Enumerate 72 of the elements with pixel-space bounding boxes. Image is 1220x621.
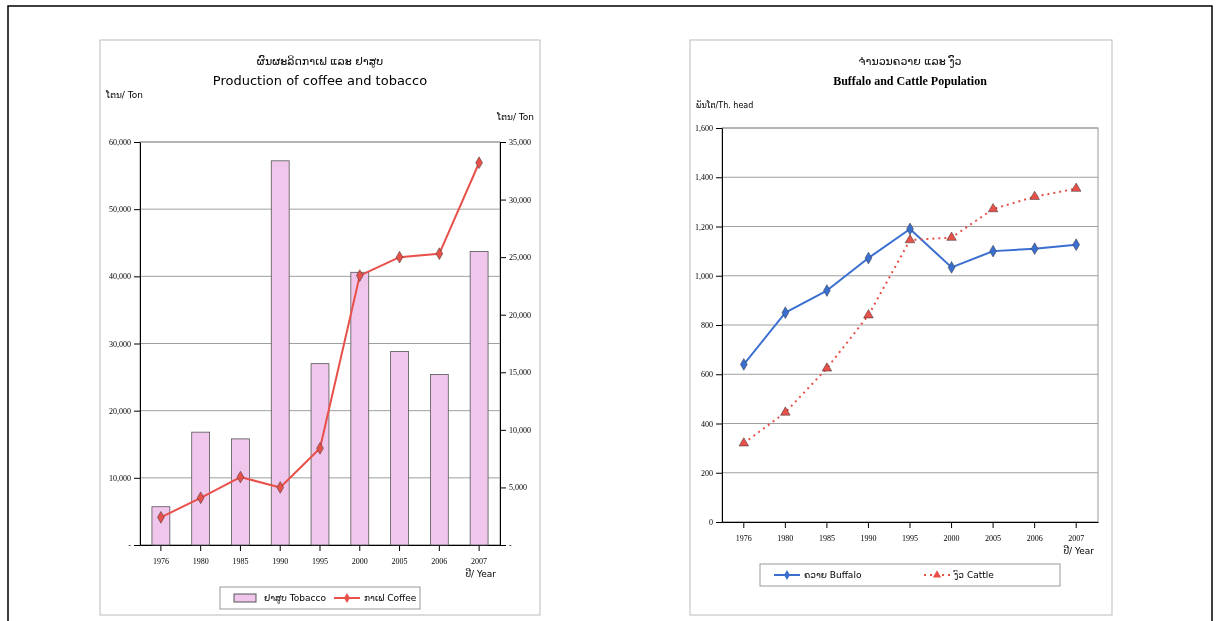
- chart-subtitle: Buffalo and Cattle Population: [833, 74, 988, 88]
- legend-label: ງົວ Cattle: [952, 569, 995, 580]
- y2-tick-label: 5,000: [509, 483, 527, 493]
- x-tick-label: 2005: [985, 533, 1002, 543]
- x-tick-label: 1990: [272, 556, 289, 566]
- bar: [469, 251, 489, 546]
- x-tick-label: 1976: [735, 533, 752, 543]
- x-tick-label: 1980: [777, 533, 794, 543]
- point: [821, 362, 832, 372]
- x-axis-title: ປີ/ Year: [1063, 544, 1095, 556]
- chart-subtitle: Production of coffee and tobacco: [212, 73, 428, 88]
- y2-tick-label: 25,000: [509, 253, 531, 263]
- y2-tick-label: 20,000: [509, 310, 531, 320]
- x-axis-title: ປີ/ Year: [465, 567, 497, 579]
- y-tick-label: 1,000: [695, 271, 713, 281]
- x-tick-label: 2006: [431, 556, 448, 566]
- point: [1071, 182, 1082, 192]
- chart-title: ຈຳນວນຄວາຍ ແລະ ງົວ: [858, 54, 962, 68]
- bar: [429, 374, 449, 546]
- point: [780, 406, 791, 416]
- legend-label: ຢາສູບ Tobacco: [264, 593, 327, 604]
- x-tick-label: 1990: [860, 533, 877, 543]
- y-tick-label: 40,000: [109, 272, 131, 282]
- y-tick-label: 400: [701, 419, 713, 429]
- point: [904, 234, 916, 244]
- point: [946, 231, 957, 241]
- bar: [350, 271, 370, 546]
- x-tick-label: 1995: [312, 556, 328, 566]
- x-tick-label: 2006: [1026, 533, 1043, 543]
- y2-tick-label: 10,000: [509, 425, 531, 435]
- x-tick-label: 1985: [818, 533, 835, 543]
- y2-tick-label: 15,000: [509, 368, 531, 378]
- y-tick-label: 30,000: [109, 339, 131, 349]
- y-tick-label: 200: [701, 468, 713, 478]
- y-tick-label: 0: [709, 518, 713, 528]
- legend-label: ກາເຟ Coffee: [364, 593, 417, 603]
- y-tick-label: 10,000: [109, 473, 131, 483]
- y-tick-label: -: [128, 541, 132, 551]
- legend-label: ຄວາຍ Buffalo: [804, 570, 862, 580]
- point: [738, 437, 749, 447]
- x-tick-label: 1980: [192, 556, 209, 566]
- y-tick-label: 60,000: [109, 138, 131, 148]
- x-tick-label: 2007: [1068, 533, 1085, 543]
- y2-tick-label: 35,000: [509, 138, 531, 148]
- y-tick-label: 1,400: [695, 173, 713, 183]
- y2-axis-title: ໂຕນ/ Ton: [496, 112, 534, 122]
- bar: [231, 438, 250, 546]
- bar: [191, 431, 211, 546]
- y-tick-label: 1,600: [695, 124, 713, 134]
- x-tick-label: 2005: [391, 556, 408, 566]
- point: [1029, 190, 1040, 200]
- bar: [270, 160, 290, 546]
- x-tick-label: 2000: [351, 556, 368, 566]
- y-axis-title: ພັນໂຕ/Th. head: [696, 100, 754, 110]
- x-tick-label: 1976: [152, 556, 169, 566]
- x-tick-label: 2000: [943, 533, 960, 543]
- bar: [310, 363, 330, 546]
- point: [863, 309, 874, 319]
- x-tick-label: 1985: [232, 556, 249, 566]
- x-tick-label: 1995: [902, 533, 918, 543]
- y2-tick-label: 30,000: [509, 195, 531, 205]
- y-tick-label: 1,200: [695, 222, 713, 232]
- y2-tick-label: -: [509, 541, 512, 551]
- y-tick-label: 600: [701, 370, 713, 380]
- bar: [390, 351, 409, 546]
- chart-title: ຜົນຜະລິດກາເຟ ແລະ ຢາສູບ: [256, 54, 384, 68]
- y-tick-label: 800: [701, 321, 713, 331]
- point: [988, 203, 999, 213]
- y-tick-label: 50,000: [109, 205, 131, 215]
- x-tick-label: 2007: [471, 556, 488, 566]
- y-axis-title: ໂຕນ/ Ton: [105, 90, 143, 100]
- y-tick-label: 20,000: [109, 406, 131, 416]
